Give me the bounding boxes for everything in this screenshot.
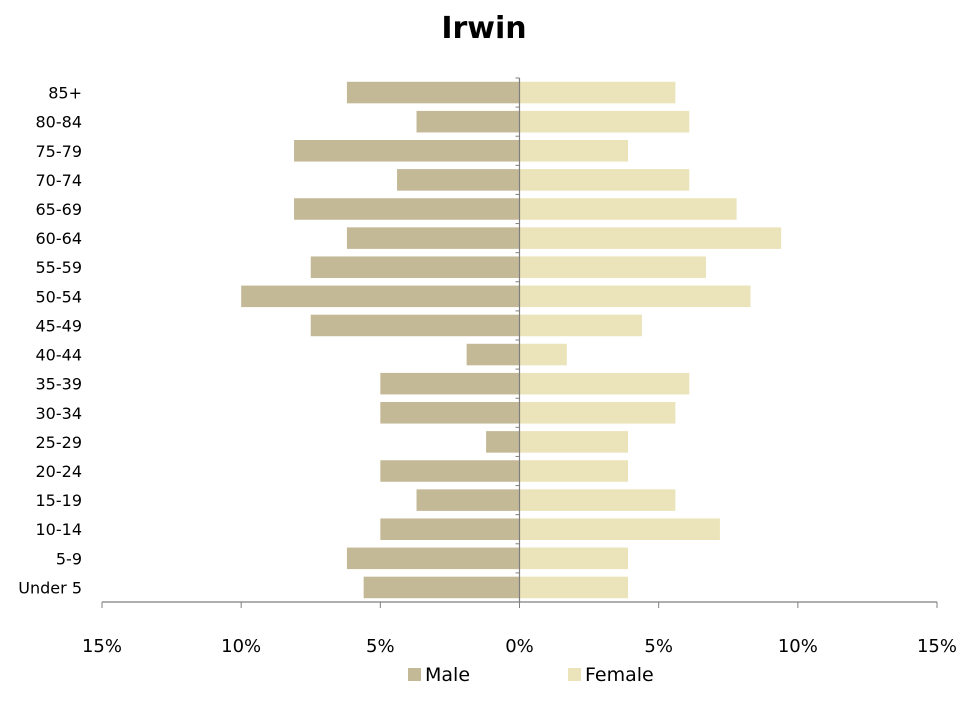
category-label-5: 25-29: [36, 433, 83, 452]
category-label-16: 80-84: [36, 113, 83, 132]
bar-female-16: [519, 110, 690, 133]
legend-swatch-male: [408, 668, 421, 681]
category-label-8: 40-44: [36, 346, 83, 365]
bar-female-17: [519, 81, 676, 104]
category-label-3: 15-19: [36, 491, 83, 510]
category-label-10: 50-54: [36, 287, 83, 306]
bar-male-6: [380, 402, 520, 424]
category-label-0: Under 5: [18, 578, 82, 597]
bar-female-2: [519, 518, 720, 540]
bar-male-11: [310, 256, 520, 278]
bar-male-13: [294, 198, 520, 220]
bar-male-4: [380, 460, 520, 482]
bar-male-2: [380, 518, 520, 540]
bars-group: [241, 81, 782, 599]
bar-female-0: [519, 576, 629, 599]
x-tick-label-2: 5%: [366, 636, 395, 657]
bar-male-15: [294, 140, 520, 162]
category-label-15: 75-79: [36, 142, 83, 161]
bar-male-12: [346, 227, 520, 249]
category-labels: Under 5 5-9 10-14 15-19 20-24 25-29 30-34 35-39…: [18, 84, 82, 598]
bar-female-11: [519, 256, 706, 278]
bar-female-5: [519, 431, 629, 453]
bar-female-8: [519, 343, 567, 366]
bar-male-0: [363, 576, 520, 599]
axes-group: [101, 77, 938, 608]
bar-female-1: [519, 547, 629, 570]
category-label-11: 55-59: [36, 258, 83, 277]
legend-swatch-female: [568, 668, 581, 681]
x-tick-label-0: 15%: [82, 636, 122, 657]
bar-male-5: [486, 431, 520, 453]
bar-female-4: [519, 460, 629, 482]
x-tick-label-3: 0%: [505, 636, 534, 657]
bar-female-3: [519, 489, 676, 511]
x-tick-label-5: 10%: [778, 636, 818, 657]
category-label-12: 60-64: [36, 229, 83, 248]
legend-label-female: Female: [585, 664, 654, 686]
category-label-17: 85+: [48, 84, 82, 103]
category-label-1: 5-9: [56, 549, 82, 568]
bar-female-12: [519, 227, 782, 249]
bar-male-3: [416, 489, 520, 511]
legend: Male Female: [408, 664, 654, 686]
bar-male-1: [346, 547, 520, 570]
bar-male-14: [397, 169, 520, 191]
category-label-14: 70-74: [36, 171, 83, 190]
bar-female-14: [519, 169, 690, 191]
bar-male-10: [241, 285, 520, 308]
bar-male-16: [416, 110, 520, 133]
bar-female-13: [519, 198, 737, 220]
x-tick-label-6: 15%: [917, 636, 957, 657]
chart-title: Irwin: [441, 11, 526, 46]
category-label-13: 65-69: [36, 200, 83, 219]
category-label-4: 20-24: [36, 462, 83, 481]
category-label-7: 35-39: [36, 375, 83, 394]
x-tick-label-4: 5%: [644, 636, 673, 657]
bar-female-9: [519, 314, 642, 337]
category-label-6: 30-34: [36, 404, 83, 423]
bar-female-10: [519, 285, 751, 308]
bar-female-7: [519, 372, 690, 395]
bar-male-17: [346, 81, 520, 104]
bar-female-6: [519, 402, 676, 424]
category-label-2: 10-14: [36, 520, 83, 539]
bar-male-8: [466, 343, 520, 366]
tick-labels: 15% 10% 5% 0% 5% 10% 15%: [82, 636, 957, 657]
bar-male-7: [380, 372, 520, 395]
bar-female-15: [519, 140, 629, 162]
category-label-9: 45-49: [36, 316, 83, 335]
x-tick-label-1: 10%: [221, 636, 261, 657]
bar-male-9: [310, 314, 520, 337]
legend-label-male: Male: [425, 664, 470, 686]
